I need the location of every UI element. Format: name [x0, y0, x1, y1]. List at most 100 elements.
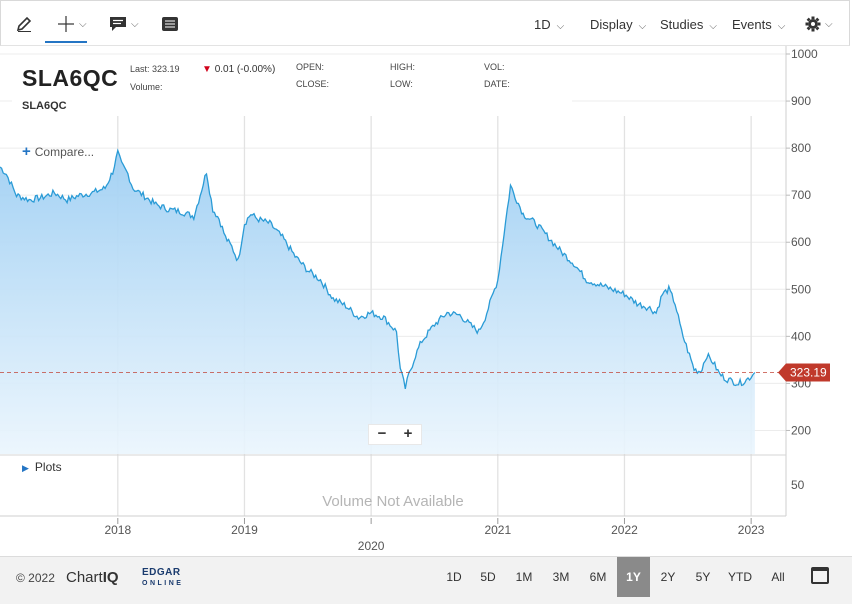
price-point [408, 373, 410, 375]
price-point [573, 263, 575, 265]
close-label: CLOSE: [296, 79, 330, 89]
price-point [250, 213, 252, 215]
gear-icon [805, 16, 821, 32]
range-1m[interactable]: 1M [515, 570, 533, 584]
y-tick-label: 800 [791, 141, 811, 155]
price-point [624, 293, 626, 295]
price-point [668, 288, 670, 290]
price-point [269, 223, 271, 225]
zoom-in-button[interactable]: + [403, 425, 413, 442]
settings-menu[interactable]: ⌵ [805, 11, 833, 37]
price-point [256, 218, 258, 220]
price-line [0, 148, 756, 390]
crosshair-tool[interactable]: ⌵ [57, 11, 87, 37]
price-point [529, 218, 531, 220]
y-tick-label: 1000 [791, 47, 818, 61]
price-point [79, 194, 81, 196]
price-point [687, 350, 689, 352]
range-1d[interactable]: 1D [446, 570, 462, 584]
calendar-icon[interactable] [811, 567, 829, 584]
interval-label: 1D [534, 17, 551, 32]
price-point [459, 314, 461, 316]
price-point [16, 194, 18, 196]
studies-menu[interactable]: Studies ⌵ [660, 17, 717, 32]
table-view-button[interactable] [161, 11, 179, 37]
pencil-icon [16, 16, 32, 32]
price-point [294, 256, 296, 258]
price-point [434, 324, 436, 326]
events-label: Events [732, 17, 772, 32]
price-point [415, 354, 417, 356]
price-point [307, 270, 309, 272]
price-point [744, 380, 746, 382]
range-6m[interactable]: 6M [589, 570, 607, 584]
zoom-out-button[interactable]: − [377, 425, 387, 442]
copyright-text: © 2022 [16, 571, 55, 585]
price-point [649, 307, 651, 309]
price-point [611, 288, 613, 290]
chartiq-logo: ChartIQ [66, 569, 119, 586]
price-point [719, 373, 721, 375]
price-point [358, 317, 360, 319]
y-tick-label: 200 [791, 423, 811, 437]
price-point [405, 387, 407, 389]
x-tick-label: 2021 [484, 523, 511, 537]
symbol-title: SLA6QC [22, 65, 119, 91]
compare-button[interactable]: + Compare... [22, 143, 94, 160]
range-5y[interactable]: 5Y [695, 570, 711, 584]
price-point [345, 305, 347, 307]
price-point [244, 223, 246, 225]
range-ytd[interactable]: YTD [728, 570, 752, 584]
price-point [636, 303, 638, 305]
studies-label: Studies [660, 17, 704, 32]
plots-toggle[interactable]: ▶ Plots [22, 460, 62, 474]
x-tick-label: 2022 [611, 523, 638, 537]
price-point [41, 197, 43, 199]
plus-icon: + [22, 143, 31, 160]
draw-tool[interactable] [15, 11, 33, 37]
price-change-value: 0.01 (-0.00%) [214, 64, 276, 75]
range-3m[interactable]: 3M [552, 570, 570, 584]
y-tick-label: 900 [791, 94, 811, 108]
price-point [6, 173, 8, 175]
vol-label: VOL: [484, 62, 505, 72]
display-menu[interactable]: Display ⌵ [590, 17, 646, 32]
footer-bar: © 2022 ChartIQ EDGAR ONLINE 1D 5D 1M 3M 6M 1Y 2… [0, 556, 852, 604]
chevron-down-icon: ⌵ [131, 18, 139, 30]
range-5d[interactable]: 5D [480, 570, 496, 584]
price-point [104, 187, 106, 189]
price-point [497, 279, 499, 281]
price-point [218, 218, 220, 220]
price-point [231, 246, 233, 248]
interval-menu[interactable]: 1D ⌵ [534, 17, 564, 32]
price-change: ▼ 0.01 (-0.00%) [202, 64, 275, 75]
display-label: Display [590, 17, 633, 32]
price-point [237, 260, 239, 262]
range-all[interactable]: All [771, 570, 785, 584]
price-point [510, 185, 512, 187]
price-point [320, 279, 322, 281]
crosshair-icon [58, 16, 74, 32]
price-point [92, 192, 94, 194]
price-point [421, 340, 423, 342]
events-menu[interactable]: Events ⌵ [732, 17, 785, 32]
price-point [516, 199, 518, 201]
price-point [674, 303, 676, 305]
price-point [155, 204, 157, 206]
comment-tool[interactable]: ⌵ [109, 11, 139, 37]
price-point [127, 173, 129, 175]
quote-info-panel: SLA6QC SLA6QC Last: 323.19 ▼ 0.01 (-0.00… [12, 56, 572, 116]
price-point [282, 237, 284, 239]
price-point [28, 199, 30, 201]
range-2y[interactable]: 2Y [660, 570, 676, 584]
price-point [655, 312, 657, 314]
chevron-down-icon: ⌵ [79, 18, 87, 30]
price-point [168, 208, 170, 210]
range-1y[interactable]: 1Y [617, 557, 650, 597]
x-tick-label: 2023 [738, 523, 765, 537]
last-price-tag: 323.19 [0, 363, 830, 382]
volume-label: Volume: [130, 82, 163, 92]
active-tool-indicator [45, 41, 87, 43]
price-point [598, 284, 600, 286]
